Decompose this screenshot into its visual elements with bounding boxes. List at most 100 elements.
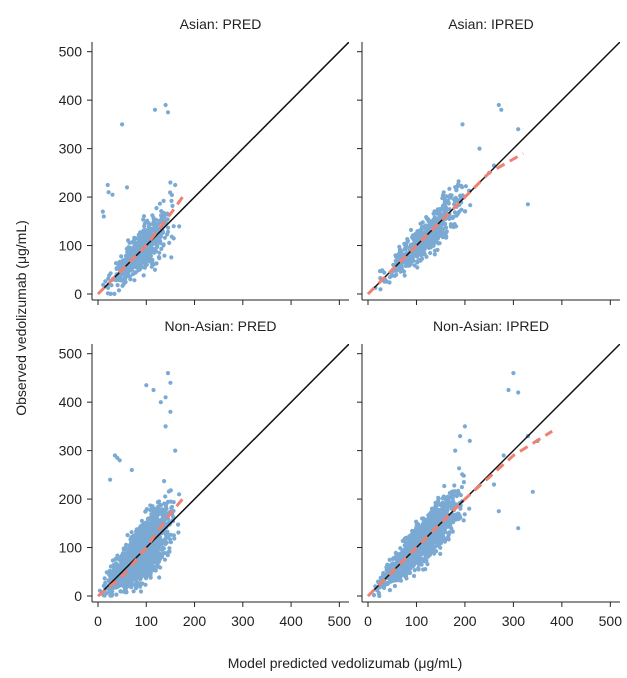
data-point	[419, 244, 424, 249]
data-point	[452, 197, 457, 202]
x-axis-title: Model predicted vedolizumab (μg/mL)	[228, 655, 463, 671]
data-point	[432, 248, 438, 253]
data-point	[437, 216, 442, 221]
data-point	[440, 496, 445, 501]
data-point	[454, 188, 459, 193]
data-point	[141, 217, 146, 222]
data-point	[171, 224, 176, 229]
data-point	[440, 196, 445, 201]
y-tick-label: 400	[59, 394, 83, 410]
data-point	[380, 268, 385, 273]
data-point	[116, 580, 122, 585]
data-point	[409, 257, 414, 263]
data-point	[131, 571, 136, 576]
data-point	[129, 248, 134, 253]
data-point	[446, 499, 451, 504]
data-point	[169, 505, 174, 510]
panel-title: Asian: PRED	[180, 16, 262, 32]
data-point	[157, 551, 162, 556]
data-point	[136, 547, 141, 552]
data-point	[128, 253, 133, 258]
data-point	[163, 424, 168, 429]
data-point	[421, 547, 426, 552]
data-point	[442, 221, 447, 227]
data-point	[118, 278, 123, 283]
x-tick-label: 500	[328, 613, 352, 629]
data-point	[100, 209, 105, 214]
data-point	[112, 291, 117, 296]
data-point	[397, 251, 402, 256]
data-point	[120, 283, 125, 288]
data-point	[392, 583, 397, 589]
data-point	[157, 201, 162, 206]
x-tick-label: 300	[231, 613, 255, 629]
data-point	[127, 550, 132, 555]
data-point	[143, 582, 148, 587]
data-point	[169, 198, 174, 203]
data-point	[150, 249, 155, 254]
data-point	[376, 591, 381, 596]
data-point	[140, 566, 145, 572]
data-point	[137, 542, 143, 547]
data-point	[458, 493, 463, 498]
data-point	[516, 390, 521, 395]
data-point	[405, 257, 410, 262]
data-point	[455, 211, 461, 216]
data-point	[415, 253, 420, 258]
y-tick-label: 500	[59, 44, 83, 60]
data-point	[422, 523, 427, 529]
data-point	[171, 533, 176, 538]
data-point	[109, 593, 114, 598]
data-point	[161, 242, 166, 247]
data-point	[129, 530, 134, 535]
data-point	[105, 182, 110, 188]
data-point	[167, 240, 172, 245]
data-point	[155, 513, 160, 518]
data-point	[450, 516, 455, 521]
data-point	[418, 228, 423, 233]
data-point	[439, 530, 444, 536]
data-point	[434, 539, 439, 545]
data-point	[423, 554, 428, 559]
data-point	[436, 227, 441, 232]
data-point	[105, 291, 110, 296]
data-point	[162, 253, 167, 258]
data-point	[405, 237, 410, 242]
data-point	[133, 542, 138, 548]
data-point	[414, 238, 420, 243]
data-point	[110, 192, 115, 197]
x-tick-label: 200	[453, 613, 477, 629]
data-point	[420, 220, 425, 225]
data-point	[173, 448, 178, 453]
data-point	[397, 247, 402, 252]
data-point	[456, 182, 461, 187]
data-point	[444, 234, 449, 239]
data-point	[103, 279, 108, 284]
data-point	[106, 276, 111, 281]
data-point	[171, 500, 176, 505]
y-axis-title: Observed vedolizumab (μg/mL)	[13, 220, 29, 416]
data-point	[398, 572, 403, 577]
data-point	[414, 526, 419, 531]
data-point	[403, 263, 408, 268]
data-point	[381, 573, 386, 578]
data-point	[102, 576, 107, 581]
data-point	[451, 224, 456, 230]
data-point	[457, 466, 462, 471]
trend-line	[96, 196, 184, 296]
data-point	[118, 589, 123, 594]
data-point	[506, 387, 511, 393]
data-point	[147, 556, 152, 561]
data-point	[141, 214, 147, 219]
data-point	[165, 553, 170, 558]
x-tick-label: 200	[183, 613, 207, 629]
data-point	[165, 499, 171, 504]
data-point	[426, 528, 431, 534]
data-point	[397, 568, 403, 573]
data-point	[446, 216, 451, 221]
data-point	[530, 489, 535, 494]
data-point	[136, 570, 141, 575]
data-point	[150, 526, 155, 531]
data-point	[108, 564, 113, 569]
scatter-points	[373, 102, 531, 292]
